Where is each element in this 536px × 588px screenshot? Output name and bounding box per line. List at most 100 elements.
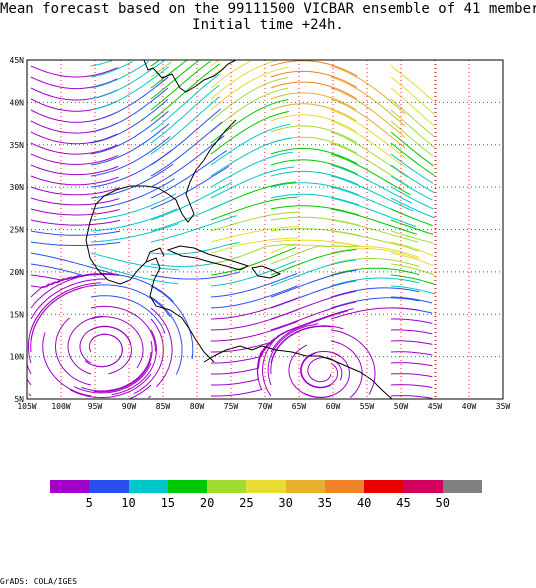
streamline bbox=[390, 230, 435, 244]
lat-tick-label: 20N bbox=[10, 268, 25, 277]
lat-tick-label: 15N bbox=[10, 310, 25, 319]
streamline bbox=[150, 181, 233, 221]
streamline bbox=[330, 241, 420, 258]
streamline bbox=[30, 164, 119, 176]
streamline bbox=[30, 208, 120, 216]
streamline bbox=[210, 260, 297, 287]
streamline bbox=[270, 205, 360, 216]
streamline bbox=[210, 77, 289, 122]
streamline bbox=[90, 123, 170, 166]
streamline bbox=[93, 340, 153, 393]
streamline bbox=[30, 131, 118, 145]
streamline bbox=[270, 182, 359, 196]
streamline bbox=[150, 271, 240, 280]
streamline bbox=[210, 309, 298, 331]
streamline bbox=[330, 307, 420, 320]
coastline-cuba bbox=[166, 245, 250, 271]
coastline-yucatan bbox=[145, 247, 165, 263]
streamline bbox=[30, 278, 107, 320]
coastline-gulf-mexico bbox=[85, 203, 215, 363]
streamline bbox=[129, 384, 152, 400]
streamline bbox=[307, 356, 343, 383]
streamline bbox=[90, 149, 172, 188]
streamline bbox=[150, 121, 223, 177]
streamline bbox=[390, 131, 434, 167]
streamline bbox=[30, 241, 121, 246]
streamline bbox=[300, 352, 339, 388]
lat-tick-label: 30N bbox=[10, 183, 25, 192]
streamline bbox=[270, 114, 357, 133]
streamline bbox=[90, 61, 150, 89]
streamline bbox=[390, 153, 434, 184]
lat-tick-label: 45N bbox=[10, 56, 25, 65]
streamline bbox=[267, 323, 319, 386]
streamline bbox=[210, 166, 295, 199]
streamline bbox=[390, 241, 434, 257]
streamline bbox=[26, 365, 32, 375]
streamline bbox=[330, 297, 420, 309]
streamline bbox=[30, 273, 114, 298]
lon-tick-label: 90W bbox=[122, 402, 137, 411]
figure-title: Mean forecast based on the 99111500 VICB… bbox=[0, 1, 536, 17]
streamline bbox=[390, 296, 433, 304]
streamline bbox=[210, 137, 292, 177]
colorbar-label: 30 bbox=[278, 496, 293, 510]
colorbar-swatch bbox=[207, 480, 247, 493]
streamline bbox=[90, 60, 165, 100]
lon-tick-label: 95W bbox=[88, 402, 103, 411]
streamline bbox=[150, 296, 183, 375]
lon-tick-label: 80W bbox=[190, 402, 205, 411]
colorbar bbox=[50, 480, 482, 493]
streamline bbox=[30, 273, 111, 309]
streamline bbox=[390, 120, 434, 157]
streamline bbox=[30, 287, 83, 353]
streamline bbox=[28, 393, 32, 397]
streamline bbox=[30, 252, 118, 275]
colorbar-swatch bbox=[403, 480, 443, 493]
colorbar-label: 35 bbox=[317, 496, 333, 510]
streamline bbox=[30, 76, 118, 90]
coastline-layer bbox=[85, 59, 393, 400]
streamline bbox=[330, 208, 418, 235]
streamline bbox=[150, 241, 240, 255]
streamline bbox=[270, 125, 357, 144]
lon-tick-label: 40W bbox=[462, 402, 477, 411]
streamline bbox=[150, 198, 235, 232]
streamline bbox=[330, 109, 407, 159]
grid-layer bbox=[27, 60, 503, 399]
streamline bbox=[300, 350, 340, 389]
streamline bbox=[90, 305, 156, 352]
streamline bbox=[90, 223, 179, 243]
streamline bbox=[288, 344, 332, 399]
streamline bbox=[390, 219, 434, 235]
streamline bbox=[330, 340, 363, 399]
lon-tick-label: 70W bbox=[258, 402, 273, 411]
coastline-us-east bbox=[143, 59, 237, 93]
streamline bbox=[390, 384, 433, 389]
lat-tick-label: 25N bbox=[10, 226, 25, 235]
lat-tick-label: 35N bbox=[10, 141, 25, 150]
streamline bbox=[210, 247, 297, 276]
streamline bbox=[390, 351, 433, 356]
streamline bbox=[390, 76, 435, 115]
streamline bbox=[390, 98, 435, 138]
streamline bbox=[30, 197, 120, 206]
streamline bbox=[67, 315, 104, 375]
colorbar-swatch bbox=[50, 480, 90, 493]
streamline bbox=[90, 178, 175, 210]
streamline bbox=[390, 395, 433, 399]
streamline bbox=[270, 249, 357, 276]
streamline bbox=[330, 164, 413, 204]
streamline bbox=[270, 301, 357, 331]
colorbar-swatch bbox=[324, 480, 365, 493]
streamline bbox=[390, 87, 435, 127]
colorbar-label: 20 bbox=[199, 496, 215, 510]
streamline bbox=[330, 258, 420, 268]
map-frame bbox=[26, 59, 504, 400]
streamline bbox=[30, 175, 119, 186]
streamline bbox=[90, 295, 166, 334]
streamline bbox=[210, 226, 300, 243]
coastline-south-america bbox=[203, 345, 393, 400]
streamline bbox=[390, 208, 433, 227]
streamline bbox=[211, 334, 280, 375]
